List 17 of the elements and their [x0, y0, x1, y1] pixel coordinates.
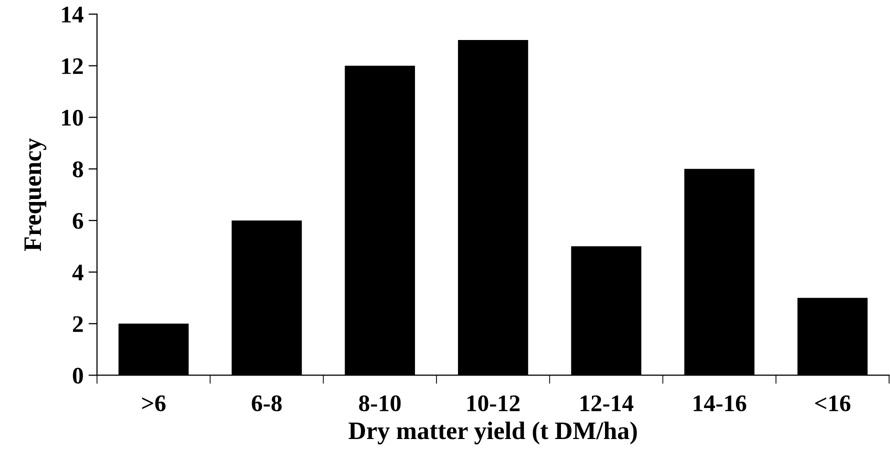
- y-tick-label: 6: [72, 213, 84, 229]
- x-axis-title: Dry matter yield (t DM/ha): [348, 422, 637, 444]
- y-tick-label: 4: [72, 264, 84, 280]
- x-tick-label: 6-8: [252, 395, 282, 412]
- x-tick-label: 10-12: [467, 395, 520, 412]
- x-tick-label: >6: [142, 395, 166, 412]
- y-axis-title: Frequency: [24, 138, 46, 251]
- x-tick-label: 8-10: [359, 395, 401, 412]
- x-tick-label: 14-16: [694, 395, 746, 412]
- y-tick-label: 0: [72, 368, 83, 384]
- x-tick-label: 12-14: [580, 395, 634, 412]
- y-tick-label: 8: [72, 161, 84, 178]
- y-tick-label: 12: [62, 58, 83, 74]
- y-tick-label: 2: [73, 316, 83, 332]
- y-tick-label: 10: [62, 110, 83, 126]
- y-tick-label: 14: [62, 6, 84, 22]
- x-tick-label: <16: [815, 395, 850, 412]
